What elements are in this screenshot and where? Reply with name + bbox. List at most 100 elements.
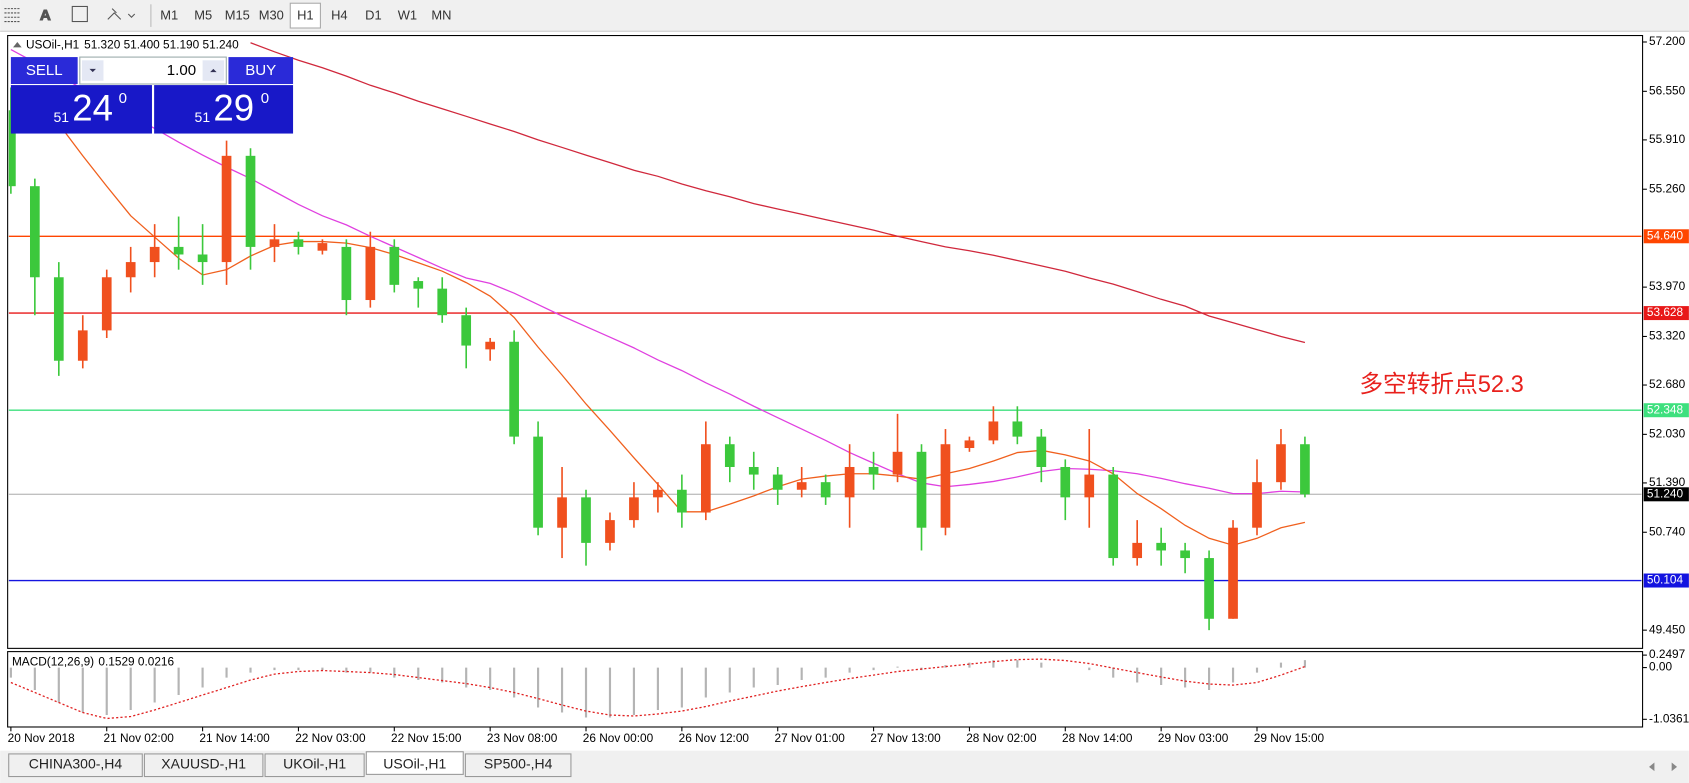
timeframe-active (289, 2, 321, 29)
sell-label[interactable]: SELL (26, 62, 63, 79)
dropdown-arrow[interactable] (127, 13, 136, 18)
timeframe-button[interactable]: M30 (259, 8, 284, 23)
macd-title: MACD(12,26,9) (12, 654, 94, 668)
candle-body (772, 474, 783, 490)
macd-values: 0.1529 0.0216 (98, 654, 174, 668)
candle-body (1156, 542, 1166, 551)
candle-body (1252, 482, 1262, 528)
level-label-box (1643, 306, 1689, 321)
tab[interactable] (8, 753, 143, 778)
candle-body (940, 444, 951, 528)
ask-box[interactable] (154, 85, 294, 134)
level-label-box (1643, 487, 1689, 502)
x-tick-label: 27 Nov 01:00 (774, 731, 845, 745)
bid-box[interactable] (10, 85, 152, 134)
candle-body (892, 451, 903, 475)
candle-body (461, 315, 472, 346)
tab-label[interactable]: UKOil-,H1 (283, 755, 346, 771)
moving-average (250, 42, 1306, 344)
candle-body (8, 110, 16, 187)
tabs: CHINA300-,H4 XAUUSD-,H1 UKOil-,H1 USOil-,H1… (8, 751, 572, 778)
label-tool-icon[interactable] (71, 5, 88, 23)
candle-body (149, 246, 160, 263)
y-tick-label: 52.680 (1649, 377, 1686, 391)
shapes-tool-icon[interactable] (107, 8, 122, 20)
tab-active[interactable] (365, 751, 464, 775)
candle-body (1276, 444, 1286, 483)
chart-ohlc: 51.320 51.400 51.190 51.240 (84, 37, 239, 51)
grip-icon[interactable] (4, 8, 20, 23)
tab[interactable] (143, 753, 264, 778)
x-tick-label: 26 Nov 12:00 (679, 731, 750, 745)
level-label: 50.104 (1647, 573, 1684, 587)
timeframe-button[interactable]: M5 (194, 8, 212, 23)
x-tick-label: 28 Nov 14:00 (1062, 731, 1133, 745)
candle-body (1300, 444, 1310, 495)
timeframe-button[interactable]: D1 (365, 8, 382, 23)
level-label-box (1643, 229, 1689, 244)
timeframe-button[interactable]: MN (431, 8, 451, 23)
lots-down-arrow (89, 68, 96, 73)
candle-body (1228, 527, 1238, 619)
tab-label[interactable]: CHINA300-,H4 (29, 755, 123, 771)
candle-body (365, 246, 376, 301)
x-tick-label: 23 Nov 08:00 (487, 731, 558, 745)
level-label: 51.240 (1647, 486, 1684, 500)
candle-body (341, 246, 352, 301)
macd-plot (9, 658, 1307, 720)
candle-body (724, 444, 735, 467)
tab-label[interactable]: SP500-,H4 (484, 755, 553, 771)
toolbar-icons: A (4, 5, 136, 25)
candle-body (245, 155, 256, 247)
timeframe-button[interactable]: M15 (225, 8, 250, 23)
bid-pips: 24 (72, 88, 113, 129)
candle-body (173, 246, 184, 255)
candle-body (293, 239, 304, 247)
tab-label[interactable]: USOil-,H1 (383, 755, 446, 771)
buy-button[interactable] (228, 57, 294, 85)
candle-body (29, 186, 40, 278)
level-label: 52.348 (1647, 402, 1684, 416)
y-tick-label: 53.320 (1649, 329, 1686, 343)
candle-body (101, 277, 112, 331)
sell-button[interactable] (10, 57, 78, 85)
candle-body (796, 482, 807, 490)
tab[interactable] (264, 753, 365, 778)
x-tick-label: 29 Nov 15:00 (1254, 731, 1325, 745)
candle-body (1012, 421, 1023, 437)
candle-body (1108, 474, 1119, 559)
text-tool-icon[interactable]: A (39, 7, 51, 25)
candle-body (916, 451, 927, 528)
tab[interactable] (464, 753, 572, 778)
x-tick-label: 21 Nov 02:00 (104, 731, 175, 745)
candle-body (1204, 558, 1214, 619)
y-tick-label: 52.030 (1649, 426, 1686, 440)
timeframe-button[interactable]: W1 (398, 8, 417, 23)
x-tick-label: 29 Nov 03:00 (1158, 731, 1229, 745)
timeframe-button[interactable]: H4 (331, 8, 348, 23)
candle-body (389, 246, 400, 285)
timeframe-button[interactable]: H1 (297, 8, 314, 23)
lots-value[interactable]: 1.00 (167, 62, 196, 79)
timeframe-bar: M1 M5 M15 M30 H1 H4 D1 W1 MN (150, 2, 452, 29)
lots-input[interactable] (79, 56, 227, 85)
ask-fraction: 0 (261, 90, 269, 107)
candle-body (653, 489, 663, 498)
candle-body (1060, 466, 1071, 498)
macd-legend: MACD(12,26,9) 0.1529 0.0216 (12, 654, 175, 668)
tab-label[interactable]: XAUUSD-,H1 (161, 755, 246, 771)
candle-body (509, 341, 519, 437)
candle-body (1180, 550, 1190, 559)
x-tick-label: 21 Nov 14:00 (199, 731, 270, 745)
candle-body (964, 440, 975, 449)
y-tick-label: 55.910 (1649, 132, 1686, 146)
annotation: 多空转折点52.3 (1359, 371, 1524, 398)
chart-symbol: USOil-,H1 (26, 37, 79, 51)
candle-body (844, 466, 855, 498)
bid-fraction: 0 (119, 90, 127, 107)
timeframe-button[interactable]: M1 (160, 8, 178, 23)
buy-label[interactable]: BUY (245, 62, 276, 79)
candle-body (581, 497, 591, 543)
trade-panel: SELL 1.00 BUY 51 24 0 51 29 0 (10, 56, 294, 134)
